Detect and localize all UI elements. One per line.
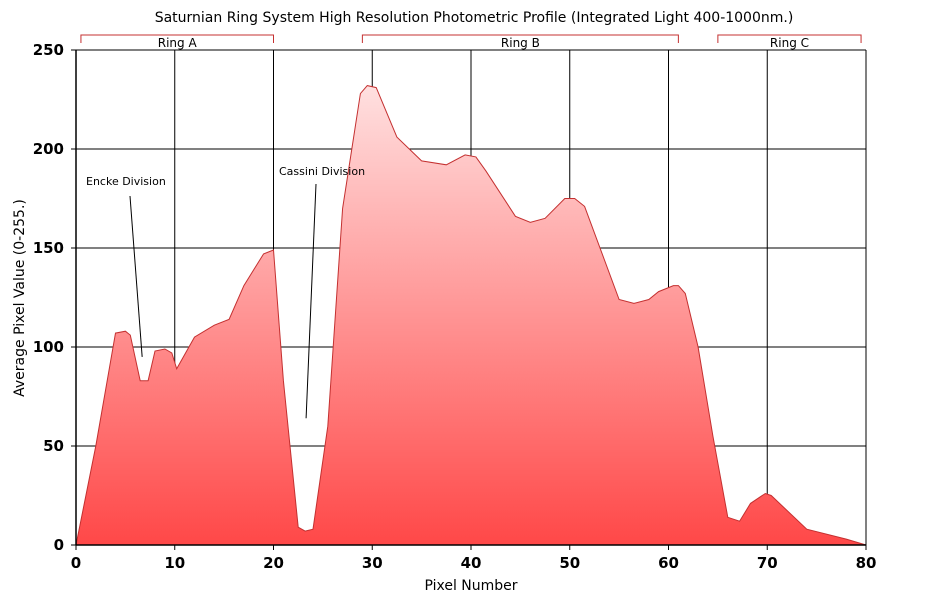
x-tick-label: 20 xyxy=(263,554,284,572)
y-tick-label: 0 xyxy=(54,536,64,554)
ring-bracket xyxy=(717,34,862,43)
ring-label: Ring B xyxy=(501,36,540,50)
ring-label: Ring A xyxy=(158,36,198,50)
area-line xyxy=(75,85,867,546)
ring-label: Ring C xyxy=(770,36,809,50)
area-fill xyxy=(76,85,866,545)
x-tick-label: 40 xyxy=(461,554,482,572)
x-tick-label: 30 xyxy=(362,554,383,572)
annotations: Encke Division Cassini Division xyxy=(86,165,365,419)
x-tick-label: 10 xyxy=(164,554,185,572)
y-axis-label: Average Pixel Value (0-255.) xyxy=(12,199,28,397)
x-axis-label: Pixel Number xyxy=(424,578,517,594)
y-tick-label: 100 xyxy=(33,338,64,356)
annotation-pointer xyxy=(305,183,317,419)
annotation-pointer xyxy=(129,195,143,357)
axes: 0 10 20 30 40 50 60 70 80 0 50 100 150 200 250 xyxy=(33,41,877,572)
ring-regions: Ring A Ring B Ring C xyxy=(80,34,862,50)
x-tick-label: 50 xyxy=(559,554,580,572)
y-tick-label: 50 xyxy=(43,437,64,455)
plot-area xyxy=(75,85,867,546)
chart-title: Saturnian Ring System High Resolution Ph… xyxy=(155,10,794,26)
x-tick-label: 80 xyxy=(856,554,877,572)
x-tick-label: 60 xyxy=(658,554,679,572)
ring-bracket xyxy=(80,34,274,43)
annotation-label: Encke Division xyxy=(86,175,166,188)
ring-bracket xyxy=(361,34,679,43)
x-tick-label: 0 xyxy=(71,554,81,572)
y-tick-label: 200 xyxy=(33,140,64,158)
y-tick-label: 250 xyxy=(33,41,64,59)
y-tick-label: 150 xyxy=(33,239,64,257)
annotation-label: Cassini Division xyxy=(279,165,365,178)
x-tick-label: 70 xyxy=(757,554,778,572)
